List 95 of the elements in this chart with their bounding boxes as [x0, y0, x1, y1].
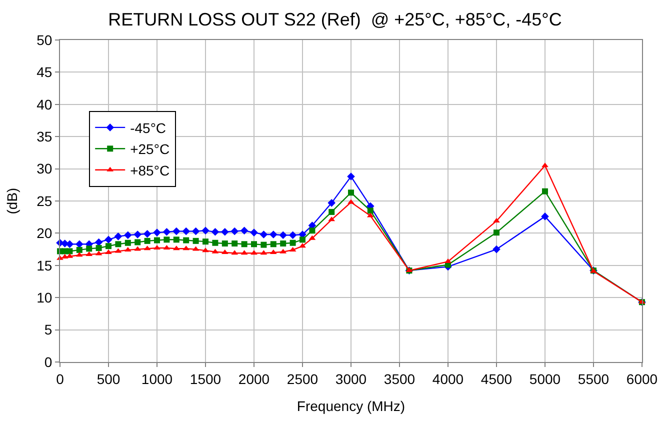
point — [279, 231, 287, 240]
point — [134, 230, 142, 238]
x-tick-label: 3000 — [335, 370, 367, 387]
x-tick-label: 500 — [96, 370, 120, 387]
x-tick-label: 2000 — [238, 370, 270, 387]
x-tick-label: 2500 — [286, 370, 318, 387]
point — [143, 230, 152, 238]
legend-label: +85°C — [130, 162, 170, 178]
point — [173, 236, 180, 243]
point — [104, 236, 112, 244]
point — [240, 226, 248, 235]
chart-title: RETURN LOSS OUT S22 (Ref) @ +25°C, +85°C, -45°C — [108, 9, 562, 30]
point — [250, 228, 258, 236]
point — [492, 245, 500, 254]
point — [164, 236, 170, 243]
point — [309, 228, 316, 234]
y-tick-label: 30 — [36, 160, 52, 177]
point — [232, 240, 238, 246]
point — [288, 231, 297, 240]
point — [347, 172, 355, 180]
point — [96, 245, 102, 252]
point — [212, 240, 218, 246]
point — [124, 240, 131, 246]
point — [222, 240, 228, 246]
point — [290, 240, 296, 246]
point — [154, 245, 160, 250]
y-tick-label: 40 — [36, 96, 52, 112]
point — [221, 228, 229, 236]
point — [280, 240, 286, 246]
y-tick-label: 10 — [36, 290, 52, 306]
point — [270, 241, 276, 248]
point — [76, 246, 82, 253]
point — [367, 208, 374, 214]
y-tick-label: 0 — [44, 354, 52, 370]
y-tick-label: 45 — [36, 64, 52, 80]
x-tick-label: 4000 — [432, 370, 464, 387]
point — [300, 236, 306, 243]
point — [202, 226, 210, 235]
point — [270, 230, 278, 238]
x-tick-label: 1500 — [190, 370, 222, 387]
legend-label: -45°C — [130, 120, 166, 136]
y-tick-label: 50 — [36, 32, 52, 48]
x-tick-label: 0 — [56, 370, 64, 387]
point — [153, 228, 161, 236]
x-tick-label: 6000 — [626, 370, 658, 387]
point — [348, 199, 354, 204]
point — [444, 258, 452, 264]
point — [493, 218, 500, 222]
x-tick-label: 1000 — [141, 370, 173, 387]
point — [66, 248, 73, 254]
point — [105, 250, 112, 254]
point — [172, 227, 180, 236]
point — [202, 248, 209, 252]
point — [66, 240, 74, 248]
point — [494, 230, 500, 236]
point — [114, 232, 122, 240]
y-tick-label: 35 — [36, 128, 52, 144]
point — [86, 246, 92, 252]
point — [144, 238, 150, 244]
point — [260, 242, 267, 248]
point — [542, 162, 548, 168]
point — [542, 188, 548, 194]
point — [183, 237, 190, 244]
point — [211, 228, 220, 236]
point — [192, 227, 200, 236]
point — [202, 238, 208, 245]
x-axis-title: Frequency (MHz) — [296, 398, 406, 414]
point — [241, 241, 248, 248]
point — [230, 227, 238, 236]
point — [192, 238, 199, 244]
point — [124, 231, 132, 240]
point — [115, 241, 122, 248]
legend-label: +25°C — [130, 141, 170, 158]
point — [260, 230, 268, 238]
y-axis-title: (dB) — [4, 188, 20, 214]
x-tick-label: 3500 — [384, 370, 416, 387]
point — [106, 243, 112, 250]
y-tick-label: 5 — [44, 322, 52, 338]
point — [162, 228, 171, 236]
point — [328, 199, 336, 207]
point — [154, 237, 160, 244]
x-tick-label: 4500 — [480, 370, 512, 387]
point — [348, 190, 354, 196]
point — [251, 241, 257, 248]
y-tick-label: 25 — [36, 192, 52, 209]
point — [250, 250, 258, 255]
point — [299, 243, 306, 248]
x-tick-label: 5000 — [529, 370, 561, 387]
y-tick-label: 15 — [36, 257, 52, 274]
point — [134, 239, 141, 246]
point — [328, 208, 335, 215]
point — [182, 227, 190, 236]
y-tick-label: 20 — [36, 225, 52, 242]
x-tick-label: 5500 — [578, 370, 610, 387]
point — [541, 212, 549, 220]
